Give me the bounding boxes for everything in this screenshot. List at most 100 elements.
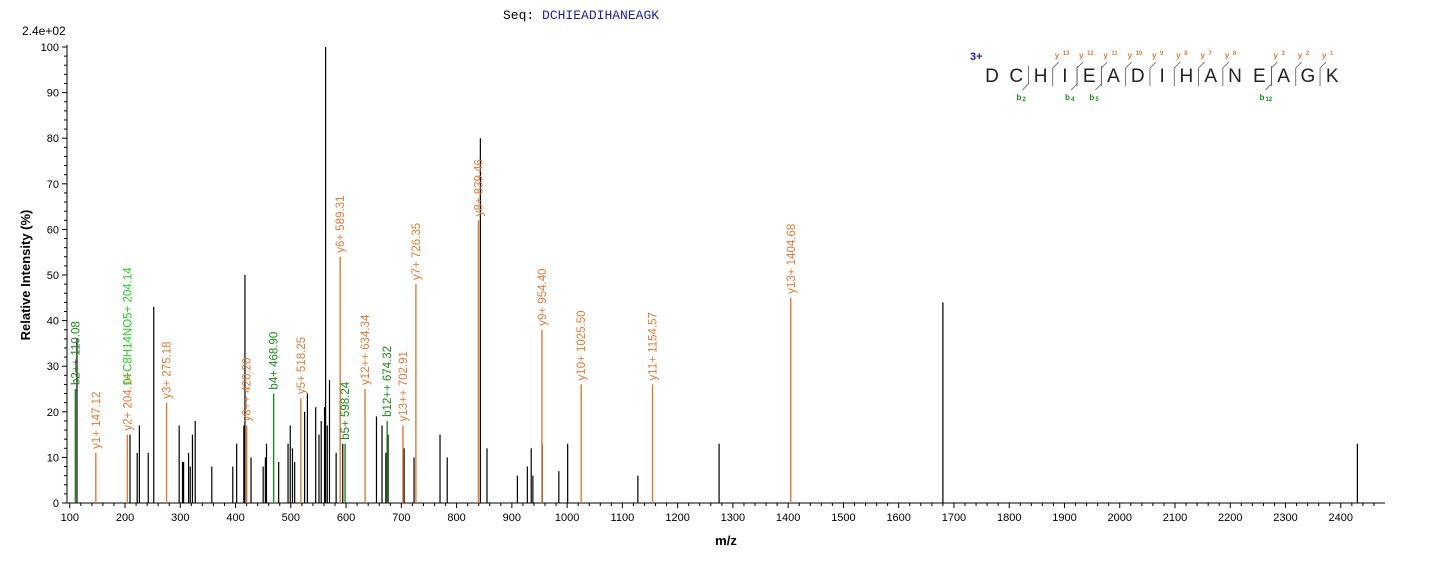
peak-label: y13+ 1404.68 [786,224,798,294]
y-fragment-index: 13 [1063,51,1070,57]
peak-label: y5+ 518.25 [296,337,308,394]
y-tick-label: 90 [47,88,59,100]
y-tick-label: 0 [53,498,59,510]
y-fragment-bracket [1052,61,1060,86]
peak-label: y9+ 954.40 [537,268,549,325]
b-fragment-index: 4 [1071,97,1075,103]
peak-label: y12++ 634.34 [360,314,372,385]
x-tick-label: 1900 [1052,512,1076,524]
y-fragment-index: 7 [1209,51,1213,57]
sequence-residue: C [1009,66,1023,87]
x-tick-label: 2100 [1163,512,1187,524]
y-tick-label: 30 [47,361,59,373]
peak-label: b5+ 598.24 [340,381,352,439]
b-fragment-bracket [1070,66,1078,91]
sequence-header: Seq: DCHIEADIHANEAGK [503,8,659,23]
peak-label: y8++ 420.20 [242,358,254,422]
y-fragment-label: y [1079,51,1084,60]
x-tick-label: 300 [171,512,189,524]
y-fragment-label: y [1152,51,1157,60]
y-fragment-bracket [1125,61,1132,86]
b-fragment-label: b [1016,93,1021,102]
peak-label: y11+ 1154.57 [648,312,660,380]
y-fragment-index: 1 [1330,51,1334,57]
y-fragment-label: y [1176,51,1181,60]
sequence-residue: A [1107,66,1120,87]
b-fragment-index: 5 [1095,97,1099,103]
y-fragment-bracket [1319,61,1327,86]
x-tick-label: 200 [116,512,134,524]
peak-label: y10+ 1025.50 [576,310,588,380]
sequence-residue: D [1131,66,1145,87]
peak-label: y6+ 589.31 [335,196,347,253]
peak-label: b12++ 674.32 [382,346,394,417]
x-axis-title: m/z [715,533,737,548]
y-fragment-label: y [1201,51,1206,60]
peak-label: y3+ 275.18 [162,341,174,398]
y-fragment-index: 6 [1233,51,1237,57]
peak-label: y13++ 702.91 [398,351,410,421]
x-tick-label: 1200 [665,512,689,524]
x-tick-label: 1000 [555,512,579,524]
x-tick-label: 1300 [721,512,745,524]
x-tick-label: 1600 [886,512,910,524]
x-tick-label: 900 [503,512,521,524]
y-fragment-label: y [1225,51,1230,60]
x-tick-label: 400 [226,512,244,524]
x-tick-label: 1100 [611,512,635,524]
sequence-residue: A [1277,66,1290,87]
y-fragment-index: 8 [1184,51,1188,57]
charge-state-label: 3+ [970,51,983,63]
x-tick-label: 2300 [1273,512,1297,524]
y-tick-label: 20 [47,407,59,419]
b-fragment-bracket [1022,66,1029,91]
y-tick-label: 80 [47,133,59,145]
y-fragment-label: y [1103,51,1108,60]
b-fragment-index: 12 [1265,97,1272,103]
y-tick-label: 70 [47,179,59,191]
sequence-residue: E [1083,66,1096,87]
y-fragment-label: y [1128,51,1133,60]
y-fragment-label: y [1322,51,1327,60]
x-tick-label: 1700 [942,512,966,524]
sequence-residue: H [1034,66,1048,87]
y-tick-label: 50 [47,270,59,282]
y-tick-label: 10 [47,452,59,464]
y-tick-label: 100 [41,42,59,54]
y-tick-label: 60 [47,224,59,236]
b-fragment-bracket [1265,66,1272,91]
peak-label: b2++ 110.08 [70,321,82,385]
b-fragment-label: b [1259,93,1264,102]
x-tick-label: 500 [282,512,300,524]
x-tick-label: 2200 [1218,512,1242,524]
y-fragment-bracket [1222,61,1230,86]
sequence-residue: G [1301,66,1316,87]
x-tick-label: 800 [447,512,465,524]
sequence-residue: N [1228,66,1242,87]
y-fragment-index: 12 [1087,51,1094,57]
sequence-residue: I [1062,66,1067,87]
y-fragment-label: y [1298,51,1303,60]
b-fragment-label: b [1065,93,1070,102]
y-fragment-label: y [1273,51,1278,60]
peak-label: b4+ 468.90 [269,332,281,390]
sequence-residue: A [1204,66,1217,87]
y-fragment-index: 10 [1136,51,1143,57]
peak-label: 0+C8H14NO5+ 204.14 [122,267,134,385]
y-fragment-bracket [1295,61,1303,86]
y-fragment-bracket [1173,61,1181,86]
x-tick-label: 1400 [776,512,800,524]
y-fragment-bracket [1198,61,1205,86]
b-fragment-index: 2 [1022,97,1026,103]
peak-label: y7+ 726.35 [411,223,423,280]
y-axis-title: Relative Intensity (%) [18,210,33,341]
sequence-residue: H [1180,66,1194,87]
x-tick-label: 1800 [997,512,1021,524]
x-tick-label: 700 [392,512,410,524]
x-tick-label: 600 [337,512,355,524]
sequence-residue: I [1159,66,1164,87]
sequence-residue: E [1253,66,1266,87]
b-fragment-bracket [1095,66,1102,91]
x-tick-label: 2400 [1329,512,1353,524]
